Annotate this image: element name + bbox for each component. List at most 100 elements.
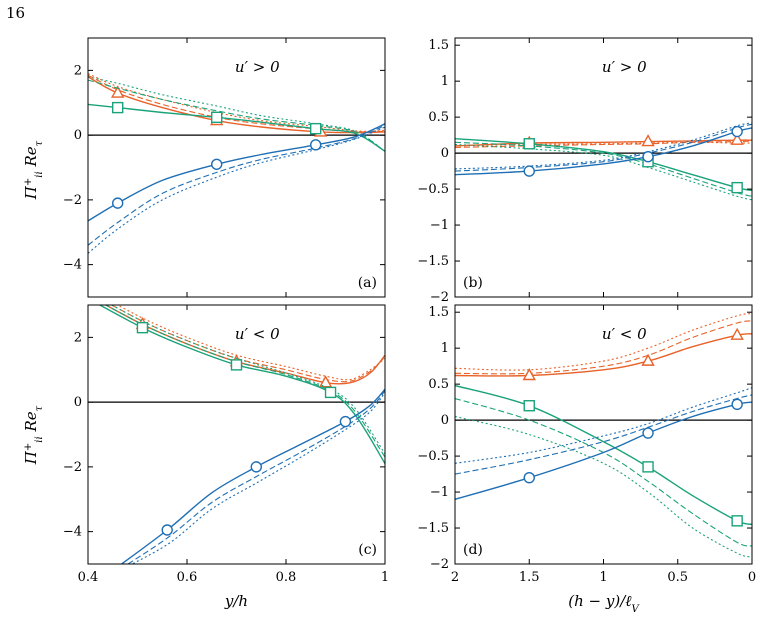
triangle-marker bbox=[111, 85, 125, 98]
circle-marker bbox=[642, 151, 654, 163]
axes-frame bbox=[87, 37, 386, 298]
x-tick-label: 1 bbox=[599, 570, 607, 585]
x-tick-label: 0.6 bbox=[177, 570, 198, 585]
y-tick-label: 2 bbox=[74, 330, 82, 345]
square-marker bbox=[136, 321, 149, 334]
x-tick-label: 0.4 bbox=[78, 570, 99, 585]
y-axis-label-bottom: Π+ii Reτ bbox=[22, 405, 45, 465]
y-tick-label: 1.5 bbox=[428, 305, 449, 320]
y-tick-label: −1.5 bbox=[417, 521, 449, 536]
y-tick-label: −4 bbox=[63, 258, 82, 273]
square-marker bbox=[310, 122, 322, 135]
x-tick-label: 0.5 bbox=[667, 570, 688, 585]
axes-frame bbox=[454, 304, 753, 565]
orange-series-line bbox=[88, 76, 385, 134]
triangle-marker bbox=[641, 134, 655, 147]
square-marker bbox=[230, 359, 243, 371]
y-tick-label: −1 bbox=[430, 218, 449, 233]
panel-d: −2 −1.5 −1 −0.5 0 0.5 1 1.5 2 1.5 1 0.5 0 u′ < 0 (d) (h… bbox=[417, 304, 756, 615]
series-group bbox=[455, 122, 752, 201]
series-group bbox=[88, 73, 385, 254]
y-tick-label: −2 bbox=[63, 193, 82, 208]
blue-series-variant-line bbox=[126, 390, 385, 564]
green-series-variant-line bbox=[110, 305, 385, 455]
axes-frame bbox=[454, 37, 753, 298]
blue-series-variant-line bbox=[88, 124, 385, 246]
y-tick-label: 0.5 bbox=[428, 377, 449, 392]
green-series-variant-line bbox=[455, 397, 752, 547]
series-group bbox=[455, 313, 752, 558]
condition-annotation: u′ > 0 bbox=[235, 58, 280, 76]
green-series-variant-line bbox=[455, 141, 752, 197]
y-tick-label: 0 bbox=[74, 128, 82, 143]
x-tick-label: 2 bbox=[451, 570, 459, 585]
y-tick-label: −1.5 bbox=[417, 254, 449, 269]
y-tick-label: −2 bbox=[430, 290, 449, 305]
green-series-line bbox=[98, 305, 385, 464]
x-tick-label: 1.5 bbox=[519, 570, 540, 585]
panel-label: (c) bbox=[358, 542, 377, 558]
blue-series-variant-line bbox=[455, 394, 752, 475]
panel-c: −4 −2 0 2 0.4 0.6 0.8 1 u′ < 0 (c) y/h bbox=[63, 304, 389, 610]
circle-marker bbox=[523, 471, 535, 484]
triangle-marker bbox=[641, 353, 655, 366]
circle-marker bbox=[210, 158, 223, 170]
circle-marker bbox=[642, 427, 654, 439]
x-axis-label: y/h bbox=[224, 592, 248, 610]
panel-a: −4 −2 0 2 u′ > 0 (a) bbox=[63, 37, 386, 298]
x-tick-label: 0.8 bbox=[276, 570, 297, 585]
circle-marker bbox=[731, 125, 743, 138]
circle-marker bbox=[339, 415, 352, 428]
blue-series-line bbox=[455, 401, 752, 500]
green-series-variant-line bbox=[88, 76, 385, 152]
orange-series-variant-line bbox=[88, 74, 385, 133]
blue-series-variant-line bbox=[130, 392, 385, 564]
square-marker bbox=[210, 111, 223, 124]
square-marker bbox=[523, 400, 535, 412]
orange-series-variant-line bbox=[88, 73, 385, 132]
panel-label: (a) bbox=[358, 275, 377, 291]
y-tick-label: −4 bbox=[63, 525, 82, 540]
triangle-marker bbox=[730, 132, 744, 145]
circle-marker bbox=[111, 197, 124, 209]
y-tick-label: −2 bbox=[430, 557, 449, 572]
circle-marker bbox=[161, 524, 173, 536]
square-marker bbox=[324, 386, 337, 399]
circle-marker bbox=[731, 398, 743, 410]
triangle-marker bbox=[522, 368, 536, 381]
x-axis-label: (h − y)/ℓV bbox=[568, 592, 640, 615]
y-tick-label: −0.5 bbox=[417, 182, 449, 197]
green-series-variant-line bbox=[104, 305, 385, 458]
triangle-marker bbox=[318, 375, 333, 388]
y-tick-label: −2 bbox=[63, 460, 82, 475]
condition-annotation: u′ < 0 bbox=[235, 325, 280, 343]
triangle-marker bbox=[730, 327, 744, 340]
circle-marker bbox=[310, 139, 322, 151]
orange-series-variant-line bbox=[116, 305, 385, 381]
series-group bbox=[98, 305, 385, 564]
y-tick-label: 1.5 bbox=[428, 38, 449, 53]
y-tick-label: 0 bbox=[74, 395, 82, 410]
condition-annotation: u′ > 0 bbox=[602, 58, 647, 76]
y-tick-label: 1 bbox=[441, 341, 449, 356]
y-tick-label: 2 bbox=[74, 63, 82, 78]
y-tick-label: −1 bbox=[430, 485, 449, 500]
y-axis-label-top: Π+ii Reτ bbox=[22, 140, 45, 200]
square-marker bbox=[731, 515, 743, 527]
y-tick-label: −0.5 bbox=[417, 449, 449, 464]
panel-b: −2 −1.5 −1 −0.5 0 0.5 1 1.5 u′ > 0 (b) bbox=[417, 37, 753, 305]
blue-series-variant-line bbox=[88, 126, 385, 254]
circle-marker bbox=[523, 165, 535, 177]
circle-marker bbox=[250, 461, 262, 473]
condition-annotation: u′ < 0 bbox=[602, 325, 647, 343]
square-marker bbox=[523, 138, 535, 150]
y-tick-label: 0.5 bbox=[428, 110, 449, 125]
y-tick-label: 0 bbox=[441, 146, 449, 161]
square-marker bbox=[111, 101, 124, 114]
x-tick-label: 0 bbox=[748, 570, 756, 585]
green-series-variant-line bbox=[88, 79, 385, 152]
axes-frame bbox=[87, 304, 386, 565]
page-number: 16 bbox=[6, 4, 26, 22]
panel-label: (b) bbox=[463, 275, 483, 291]
